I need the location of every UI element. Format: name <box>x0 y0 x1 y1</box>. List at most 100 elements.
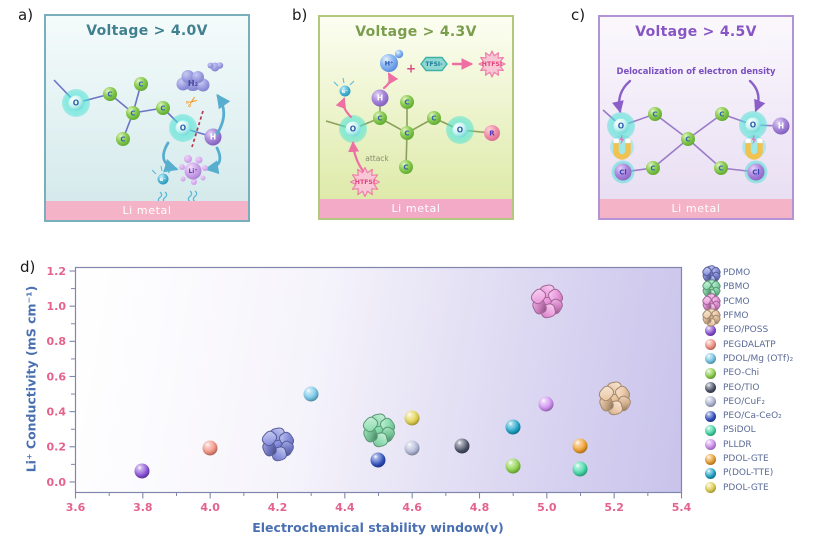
data-point <box>404 440 420 456</box>
svg-text:C: C <box>652 111 657 119</box>
magnet-icon <box>610 134 634 160</box>
chart-points-layer <box>75 267 681 492</box>
svg-text:e⁻: e⁻ <box>160 177 167 183</box>
panel-a-molecule-diagram: O C C C C C O H H₂ ✂ e⁻ Li⁺ <box>53 62 231 209</box>
svg-text:4.8: 4.8 <box>470 501 490 514</box>
annotation-text: Delocalization of electron density <box>617 66 776 76</box>
atom-C: C <box>715 107 729 121</box>
legend-item: PCMO <box>700 292 793 314</box>
legend-sphere-marker <box>701 367 719 379</box>
x-axis-title: Electrochemical stability window(v) <box>252 520 504 535</box>
legend-item: PLLDR <box>701 438 793 452</box>
panel-label-c: c) <box>571 6 586 24</box>
legend-item: PSiDOL <box>701 423 793 437</box>
svg-text:C: C <box>403 164 408 172</box>
atom-Cl: Cl <box>744 160 768 184</box>
electron-sphere: e⁻ <box>151 165 173 185</box>
svg-text:O: O <box>73 99 79 108</box>
legend-item: PEGDALATP <box>701 337 793 351</box>
legend-label: PEO/CuF₂ <box>723 396 766 407</box>
data-point <box>529 284 566 320</box>
data-point <box>134 463 150 479</box>
svg-text:O: O <box>618 122 624 131</box>
legend-item: PEO-Chi <box>701 366 793 380</box>
legend-item: PEO/POSS <box>701 323 793 337</box>
svg-text:C: C <box>404 99 409 107</box>
svg-text:✂: ✂ <box>182 91 203 113</box>
arrow-decoration <box>215 93 231 136</box>
atom-C: C <box>156 101 170 115</box>
legend-label: PEO/Ca-CeO₂ <box>723 411 782 422</box>
legend-label: PEO/TIO <box>723 382 760 393</box>
li-ion-cluster: Li⁺ <box>179 155 208 185</box>
svg-text:C: C <box>650 165 655 173</box>
legend-label: PFMO <box>723 311 749 322</box>
panel-b-title: Voltage > 4.3V <box>355 24 477 40</box>
atom-C: C <box>134 77 148 91</box>
svg-text:Li⁺: Li⁺ <box>188 168 197 175</box>
legend-label: PDOL-GTE <box>723 482 769 493</box>
svg-text:5.2: 5.2 <box>604 501 624 514</box>
y-axis-title: Li⁺ Conductivity (mS cm⁻¹) <box>23 285 39 473</box>
svg-text:4.0: 4.0 <box>200 501 220 514</box>
svg-text:0.2: 0.2 <box>47 441 67 454</box>
legend-sphere-marker <box>701 439 719 451</box>
legend-label: PLLDR <box>723 439 752 450</box>
svg-text:C: C <box>130 110 135 118</box>
legend-label: PEO/POSS <box>723 325 769 336</box>
panel-c-li-metal-bar: Li metal <box>600 199 792 218</box>
legend-item: PDOL-GTE <box>701 480 793 494</box>
legend-item: PDOL-GTE <box>701 452 793 466</box>
svg-text:C: C <box>719 111 724 119</box>
legend-item: P(DOL-TTE) <box>701 466 793 480</box>
legend-sphere-marker <box>701 482 719 494</box>
atom-O: O <box>607 112 635 140</box>
legend-item: PDOL/Mg (OTf)₂ <box>701 352 793 366</box>
chart-legend: PDMO PBMO PCMO PFMO PEO/POSS PEGDALATP PDOL/Mg… <box>700 264 793 495</box>
legend-label: PEGDALATP <box>723 339 776 350</box>
atom-C: C <box>399 160 413 174</box>
panel-b-box: Voltage > 4.3V O C C C C C O R H H⁺ + TFSI- HTFSI e⁻ a… <box>318 15 514 220</box>
atom-C: C <box>103 87 117 101</box>
atom-R: R <box>484 125 500 141</box>
svg-text:0.8: 0.8 <box>47 335 67 348</box>
svg-text:0.6: 0.6 <box>47 370 67 383</box>
panel-a-li-metal-bar: Li metal <box>46 201 248 220</box>
svg-text:Cl: Cl <box>619 168 626 176</box>
svg-text:HTFSI: HTFSI <box>482 61 502 68</box>
data-point <box>303 386 319 402</box>
panel-a-box: Voltage > 4.0V O C C C C C O H H₂ ✂ e⁻ Li⁺ Li metal <box>44 14 250 222</box>
atom-C: C <box>427 111 441 125</box>
svg-text:3.6: 3.6 <box>66 501 86 514</box>
svg-text:0.0: 0.0 <box>47 476 67 489</box>
arrow-decoration <box>382 72 399 90</box>
svg-text:4.6: 4.6 <box>402 501 422 514</box>
data-point <box>202 440 218 456</box>
atom-C: C <box>648 107 662 121</box>
svg-text:C: C <box>138 81 143 89</box>
svg-text:5.4: 5.4 <box>672 501 692 514</box>
svg-text:C: C <box>377 115 382 123</box>
data-point <box>505 458 521 474</box>
legend-sphere-marker <box>701 324 719 336</box>
svg-text:1.2: 1.2 <box>47 265 67 278</box>
panel-a-title: Voltage > 4.0V <box>86 23 208 39</box>
legend-item: PFMO <box>700 307 793 328</box>
legend-label: PSiDOL <box>723 425 756 436</box>
svg-text:e⁻: e⁻ <box>342 89 349 95</box>
legend-sphere-marker <box>701 382 719 394</box>
data-point <box>505 419 521 435</box>
legend-sphere-marker <box>701 353 719 365</box>
htfsi-starburst: HTFSI <box>478 50 506 78</box>
svg-text:5.0: 5.0 <box>537 501 557 514</box>
electron-sphere: e⁻ <box>333 77 355 97</box>
bond-cleavage-dash <box>191 110 204 148</box>
atom-C: C <box>116 132 130 146</box>
svg-text:O: O <box>457 126 463 135</box>
svg-text:H⁺: H⁺ <box>385 59 394 67</box>
legend-sphere-marker <box>701 339 719 351</box>
legend-item: PEO/TIO <box>701 380 793 394</box>
chart-plot-area <box>75 267 681 492</box>
annotation-text: attack <box>365 154 389 163</box>
